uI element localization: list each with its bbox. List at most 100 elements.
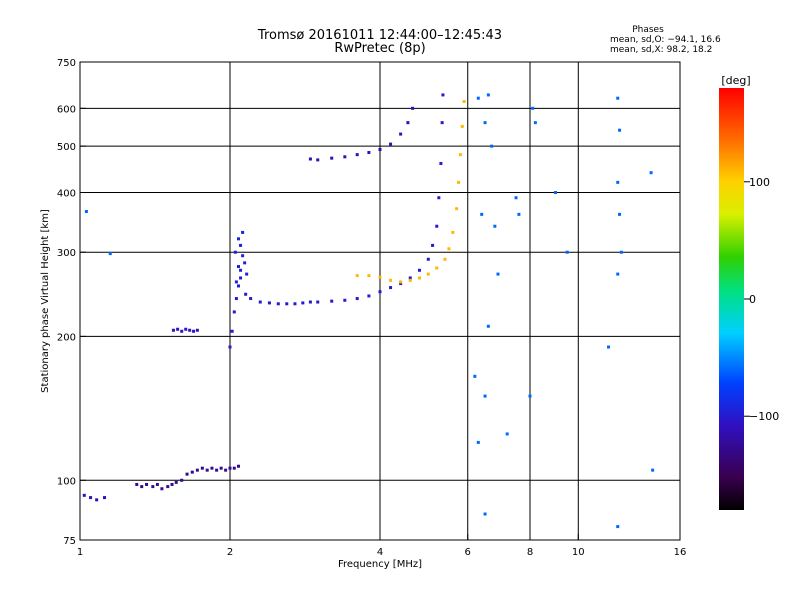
y-tick-label: 400: [57, 188, 76, 199]
x-axis-label: Frequency [MHz]: [338, 559, 422, 570]
data-point: [439, 161, 443, 165]
data-point: [517, 212, 521, 216]
x-tick-label: 6: [465, 547, 471, 558]
data-point: [215, 468, 219, 472]
data-point: [486, 324, 490, 328]
data-point: [505, 432, 509, 436]
data-point: [514, 196, 518, 200]
data-point: [399, 132, 403, 136]
data-point: [486, 93, 490, 97]
data-point: [367, 294, 371, 298]
data-point: [241, 230, 245, 234]
data-point: [316, 158, 320, 162]
y-tick-label: 500: [57, 142, 76, 153]
data-point: [343, 298, 347, 302]
data-points: [82, 93, 655, 529]
x-tick-label: 8: [527, 547, 533, 558]
data-point: [355, 274, 359, 278]
data-point: [276, 302, 280, 306]
data-point: [408, 276, 412, 280]
data-point: [308, 157, 312, 161]
data-point: [451, 230, 455, 234]
data-point: [234, 280, 238, 284]
data-point: [483, 394, 487, 398]
x-tick-label: 1: [77, 547, 83, 558]
data-point: [236, 284, 240, 288]
data-point: [236, 237, 240, 241]
data-point: [435, 266, 439, 270]
data-point: [528, 394, 532, 398]
data-point: [228, 345, 232, 349]
data-point: [440, 121, 444, 125]
data-point: [241, 254, 245, 258]
grid-lines: [80, 62, 680, 540]
data-point: [411, 106, 415, 110]
data-point: [180, 478, 184, 482]
data-point: [239, 268, 243, 272]
colorbar-ticks: 100 0 −100: [744, 176, 779, 423]
data-point: [406, 121, 410, 125]
data-point: [493, 224, 497, 228]
data-point: [389, 278, 393, 282]
data-point: [95, 498, 99, 502]
y-tick-label: 200: [57, 332, 76, 343]
x-tick-label: 2: [227, 547, 233, 558]
data-point: [417, 268, 421, 272]
data-point: [378, 290, 382, 294]
data-point: [233, 250, 237, 254]
data-point: [651, 468, 655, 472]
data-point: [616, 272, 620, 276]
data-point: [258, 300, 262, 304]
y-axis-label: Stationary phase Virtual Height [km]: [40, 209, 51, 393]
data-point: [355, 297, 359, 301]
data-point: [103, 496, 107, 500]
data-point: [473, 374, 477, 378]
data-point: [330, 156, 334, 160]
data-point: [455, 207, 459, 211]
data-point: [230, 329, 234, 333]
data-point: [84, 210, 88, 214]
data-point: [239, 243, 243, 247]
y-tick-label: 100: [57, 476, 76, 487]
data-point: [649, 171, 653, 175]
data-point: [160, 487, 164, 491]
data-point: [89, 496, 93, 500]
data-point: [210, 466, 214, 470]
chart-title: Tromsø 20161011 12:44:00–12:45:43: [257, 28, 502, 43]
data-point: [355, 153, 359, 157]
data-point: [135, 482, 139, 486]
y-tick-label: 300: [57, 248, 76, 259]
data-point: [618, 212, 622, 216]
data-point: [378, 148, 382, 152]
data-point: [219, 466, 223, 470]
data-point: [155, 482, 159, 486]
data-point: [343, 155, 347, 159]
data-point: [190, 470, 194, 474]
data-point: [145, 482, 149, 486]
data-point: [180, 329, 184, 333]
phase-stats-heading: Phases: [632, 25, 664, 35]
data-point: [462, 100, 466, 104]
data-point: [108, 252, 112, 256]
colorbar: [719, 88, 744, 510]
data-point: [171, 328, 175, 332]
data-point: [399, 280, 403, 284]
data-point: [174, 480, 178, 484]
data-point: [285, 302, 289, 306]
data-point: [417, 276, 421, 280]
data-point: [176, 327, 180, 331]
colorbar-tick-label: 0: [749, 293, 756, 306]
data-point: [151, 485, 155, 489]
data-point: [166, 485, 170, 489]
data-point: [476, 440, 480, 444]
data-point: [616, 180, 620, 184]
data-point: [232, 310, 236, 314]
data-point: [367, 150, 371, 154]
data-point: [483, 512, 487, 516]
x-tick-label: 10: [572, 547, 585, 558]
y-tick-label: 600: [57, 104, 76, 115]
data-point: [483, 121, 487, 125]
data-point: [616, 525, 620, 529]
data-point: [82, 493, 86, 497]
